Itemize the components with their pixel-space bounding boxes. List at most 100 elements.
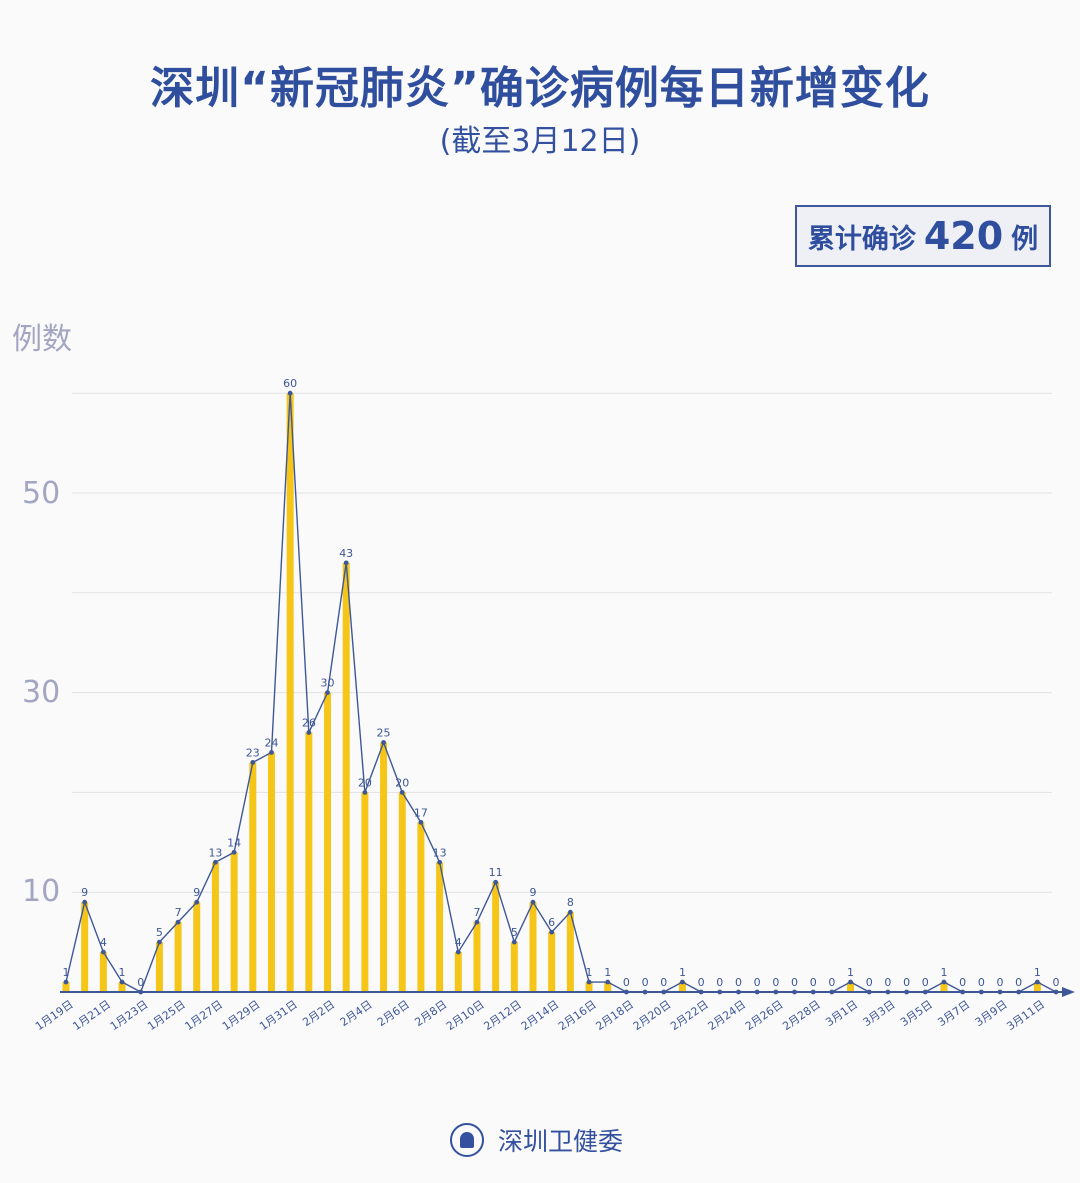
x-tick-label: 2月18日 xyxy=(593,998,636,1033)
data-point xyxy=(997,989,1003,995)
bar xyxy=(305,732,313,992)
daily-cases-chart: 1941057913142324602630432025201713471159… xyxy=(33,377,1075,1033)
x-tick-label: 1月25日 xyxy=(145,998,188,1033)
data-point xyxy=(175,919,181,925)
data-point xyxy=(381,740,386,745)
footer-org-name: 深圳卫健委 xyxy=(498,1127,624,1156)
data-label: 1 xyxy=(940,966,947,979)
data-point xyxy=(269,750,274,755)
x-tick-label: 1月27日 xyxy=(182,998,225,1033)
bar xyxy=(118,982,126,992)
y-tick-10: 10 xyxy=(22,874,61,909)
bar xyxy=(211,862,219,992)
data-point xyxy=(904,989,909,995)
data-label: 5 xyxy=(156,926,163,939)
bar xyxy=(81,902,89,992)
bar xyxy=(604,982,612,992)
data-label: 17 xyxy=(414,806,428,819)
total-label: 累计确诊 xyxy=(807,223,916,255)
data-point xyxy=(549,929,555,935)
bar xyxy=(193,902,201,992)
x-tick-label: 2月6日 xyxy=(375,998,412,1029)
x-tick-label: 3月11日 xyxy=(1004,998,1047,1033)
bar xyxy=(361,792,369,992)
x-tick-label: 2月8日 xyxy=(412,998,449,1029)
x-tick-label: 1月19日 xyxy=(33,998,76,1033)
data-point xyxy=(624,989,629,995)
x-tick-label: 1月31日 xyxy=(257,998,300,1033)
data-label: 8 xyxy=(567,896,574,909)
data-label: 25 xyxy=(377,727,391,740)
data-label: 0 xyxy=(660,976,667,989)
bar xyxy=(324,692,332,992)
data-point xyxy=(717,989,723,995)
total-unit: 例 xyxy=(1011,223,1039,255)
data-label: 0 xyxy=(716,976,723,989)
y-axis-label: 例数 xyxy=(12,322,72,357)
bar xyxy=(62,982,70,992)
data-point xyxy=(1034,979,1040,985)
data-label: 13 xyxy=(208,846,222,859)
x-tick-label: 2月10日 xyxy=(444,998,487,1033)
data-label: 1 xyxy=(586,966,593,979)
data-label: 23 xyxy=(246,746,260,759)
bar xyxy=(529,902,537,992)
bar xyxy=(249,762,257,992)
bar xyxy=(847,982,855,992)
x-tick-label: 2月12日 xyxy=(481,998,524,1033)
data-point xyxy=(978,989,984,995)
data-point xyxy=(530,899,536,905)
x-tick-label: 2月2日 xyxy=(300,998,337,1029)
total-value: 420 xyxy=(923,214,1004,258)
data-point xyxy=(474,919,480,925)
total-confirmed-badge: 累计确诊 420 例 xyxy=(795,205,1051,267)
bar xyxy=(342,562,350,992)
chart-title: 深圳“新冠肺炎”确诊病例每日新增变化 xyxy=(150,63,930,114)
data-label: 14 xyxy=(227,836,241,849)
data-point xyxy=(325,690,330,695)
bar xyxy=(940,982,948,992)
bar xyxy=(585,982,593,992)
data-label: 24 xyxy=(264,736,278,749)
y-tick-50: 50 xyxy=(22,476,61,511)
data-point xyxy=(157,939,162,945)
data-point xyxy=(567,909,573,915)
bar xyxy=(473,922,481,992)
bar xyxy=(510,942,518,992)
bar xyxy=(99,952,107,992)
data-label: 0 xyxy=(978,976,985,989)
x-tick-label: 2月20日 xyxy=(631,998,674,1033)
footer: 深圳卫健委 xyxy=(450,1122,623,1158)
x-tick-label: 2月4日 xyxy=(338,998,375,1029)
data-point xyxy=(1053,989,1059,995)
data-point xyxy=(306,730,312,735)
data-label: 0 xyxy=(1015,976,1022,989)
data-point xyxy=(1016,989,1022,995)
data-label: 0 xyxy=(772,976,779,989)
data-point xyxy=(63,979,69,985)
data-point xyxy=(455,949,461,955)
data-label: 0 xyxy=(922,976,929,989)
data-point xyxy=(605,979,611,985)
data-label: 11 xyxy=(489,866,503,879)
data-point xyxy=(792,989,797,995)
x-tick-label: 3月5日 xyxy=(898,998,935,1029)
data-label: 5 xyxy=(511,926,518,939)
data-label: 0 xyxy=(959,976,966,989)
data-label: 1 xyxy=(847,966,854,979)
x-tick-label: 1月21日 xyxy=(70,998,113,1033)
data-label: 43 xyxy=(339,547,353,560)
data-point xyxy=(941,979,947,985)
bar xyxy=(678,982,686,992)
data-point xyxy=(866,989,872,995)
data-point xyxy=(231,849,237,855)
data-label: 6 xyxy=(548,916,555,929)
bar xyxy=(398,792,406,992)
data-label: 20 xyxy=(358,776,372,789)
data-label: 20 xyxy=(395,776,409,789)
data-point xyxy=(773,989,779,995)
bar xyxy=(417,822,425,992)
bar xyxy=(436,862,444,992)
data-point xyxy=(848,979,853,985)
data-point xyxy=(642,989,648,995)
